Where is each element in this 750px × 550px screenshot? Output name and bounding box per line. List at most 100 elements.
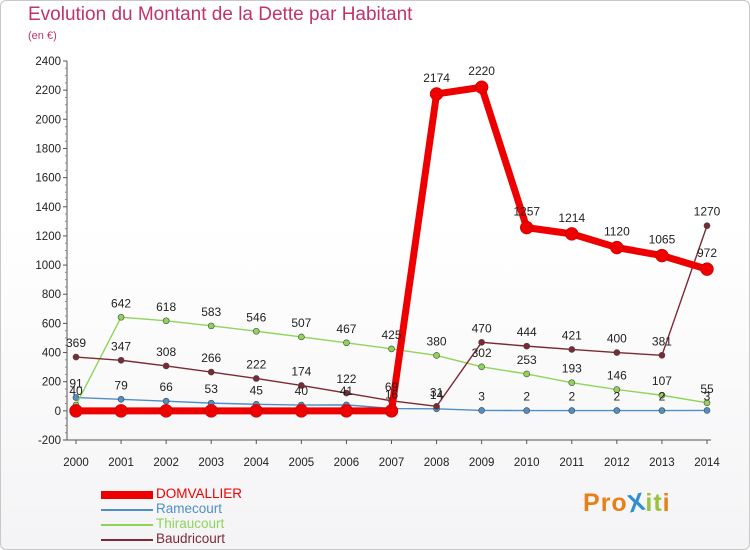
data-point-thiraucourt [388,345,395,353]
data-point-baudricourt [162,362,170,370]
logo-letter: o [611,489,628,517]
data-point-ramecourt [613,407,621,414]
data-label-domvallier: 2174 [423,71,450,85]
data-label-ramecourt: 3 [478,389,485,403]
y-tick-label: 1400 [35,202,61,214]
logo-letter: i [645,489,654,517]
data-label-baudricourt: 266 [201,351,221,365]
data-label-thiraucourt: 546 [246,310,266,324]
legend-label-ramecourt: Ramecourt [156,501,223,516]
data-point-domvallier [429,87,444,101]
data-point-baudricourt [658,352,666,359]
data-label-domvallier: 1214 [558,211,585,225]
y-tick-label: 1000 [35,260,61,272]
x-tick-label: 2008 [424,457,450,469]
legend-label-thiraucourt: Thiraucourt [156,516,225,531]
data-point-ramecourt [162,397,170,405]
logo-letter: P [583,489,601,517]
data-label-thiraucourt: 507 [291,316,311,330]
data-point-baudricourt [117,356,125,364]
data-label-ramecourt: 3 [704,389,711,403]
data-point-baudricourt [343,389,350,397]
legend-label-domvallier: DOMVALLIER [156,486,243,501]
x-tick-label: 2002 [153,457,179,469]
data-label-baudricourt: 381 [652,334,672,348]
data-label-thiraucourt: 380 [427,334,447,348]
data-point-domvallier [384,404,399,418]
y-tick-label: 200 [42,377,61,389]
y-tick-label: 400 [42,348,61,360]
data-point-domvallier [69,404,83,418]
data-label-thiraucourt: 618 [156,300,176,314]
data-label-baudricourt: 1270 [694,205,721,219]
data-point-domvallier [204,404,218,418]
x-tick-label: 2014 [694,457,720,469]
data-label-baudricourt: 31 [430,385,444,399]
data-point-thiraucourt [703,399,711,407]
x-tick-label: 2009 [469,457,495,469]
data-point-ramecourt [478,407,485,414]
x-tick-label: 2007 [379,457,405,469]
y-tick-label: 1600 [35,173,61,185]
data-label-baudricourt: 69 [385,380,399,394]
data-label-baudricourt: 421 [562,328,582,342]
data-label-baudricourt: 369 [66,336,86,350]
data-label-domvallier: 2220 [468,64,495,78]
data-label-ramecourt: 2 [659,390,666,404]
data-point-baudricourt [207,368,215,376]
data-label-thiraucourt: 40 [69,384,83,398]
data-point-ramecourt [703,407,711,414]
logo-letter: r [600,489,612,517]
data-point-ramecourt [568,407,576,414]
data-point-ramecourt [72,394,80,401]
data-point-ramecourt [117,396,125,403]
data-point-thiraucourt [523,370,531,378]
y-tick-label: 2000 [35,114,61,126]
data-point-domvallier [294,404,309,418]
x-tick-label: 2013 [649,457,675,469]
data-point-domvallier [339,404,354,418]
data-label-thiraucourt: 642 [111,296,131,310]
data-point-baudricourt [298,382,305,389]
data-label-baudricourt: 174 [291,364,311,378]
data-label-thiraucourt: 467 [336,322,356,336]
y-tick-label: 1800 [35,143,61,155]
data-label-thiraucourt: 253 [517,353,537,367]
x-tick-label: 2011 [559,457,584,469]
y-tick-label: 1200 [35,231,61,243]
y-tick-label: 800 [42,289,61,301]
data-label-ramecourt: 2 [523,390,530,404]
data-label-baudricourt: 308 [156,345,176,359]
logo-letter: i [662,489,671,517]
y-tick-label: 600 [42,318,61,330]
x-tick-label: 2000 [63,457,89,469]
y-tick-label: -200 [38,435,61,447]
data-point-baudricourt [703,222,711,230]
data-point-domvallier [519,220,534,235]
data-point-domvallier [565,227,579,241]
data-point-domvallier [655,248,669,263]
data-point-baudricourt [613,349,621,356]
data-label-thiraucourt: 193 [562,362,582,376]
data-label-ramecourt: 16 [385,388,399,402]
data-point-domvallier [610,240,624,255]
data-point-thiraucourt [568,379,576,387]
y-tick-label: 0 [55,406,61,418]
data-point-thiraucourt [343,339,350,347]
x-tick-label: 2004 [243,457,269,469]
data-point-thiraucourt [117,313,125,321]
data-label-domvallier: 972 [697,246,717,260]
data-label-thiraucourt: 146 [607,369,627,383]
x-tick-label: 2001 [108,457,134,469]
chart-title: Evolution du Montant de la Dette par Hab… [28,4,413,25]
data-point-thiraucourt [252,327,260,335]
x-tick-label: 2003 [198,457,224,469]
data-point-domvallier [114,404,128,418]
data-label-ramecourt: 79 [114,378,128,392]
x-tick-label: 2005 [289,457,315,469]
data-point-baudricourt [72,353,80,361]
chart-unit-label: (en €) [28,30,57,42]
data-point-thiraucourt [478,363,485,371]
